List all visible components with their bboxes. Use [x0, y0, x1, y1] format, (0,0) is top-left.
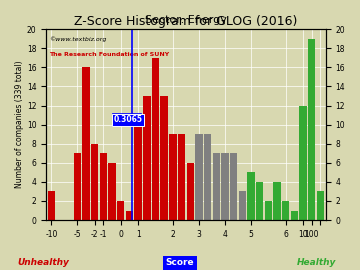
- Bar: [273, 182, 281, 220]
- Bar: [230, 153, 237, 220]
- Bar: [74, 153, 81, 220]
- Bar: [204, 134, 211, 220]
- Bar: [300, 106, 307, 220]
- Text: Score: Score: [166, 258, 194, 267]
- Bar: [48, 191, 55, 220]
- Bar: [239, 191, 246, 220]
- Title: Z-Score Histogram for GLOG (2016): Z-Score Histogram for GLOG (2016): [74, 15, 298, 28]
- Text: The Research Foundation of SUNY: The Research Foundation of SUNY: [49, 52, 169, 57]
- Bar: [143, 96, 150, 220]
- Bar: [152, 58, 159, 220]
- Bar: [317, 191, 324, 220]
- Bar: [265, 201, 272, 220]
- Bar: [256, 182, 264, 220]
- Bar: [126, 211, 133, 220]
- Bar: [195, 134, 203, 220]
- Text: Sector: Energy: Sector: Energy: [145, 15, 227, 25]
- Bar: [117, 201, 125, 220]
- Bar: [308, 39, 315, 220]
- Bar: [291, 211, 298, 220]
- Text: 0.3065: 0.3065: [114, 115, 143, 124]
- Bar: [247, 172, 255, 220]
- Bar: [108, 163, 116, 220]
- Bar: [91, 144, 98, 220]
- Bar: [100, 153, 107, 220]
- Bar: [169, 134, 176, 220]
- Bar: [186, 163, 194, 220]
- Y-axis label: Number of companies (339 total): Number of companies (339 total): [15, 61, 24, 188]
- Bar: [134, 115, 142, 220]
- Bar: [178, 134, 185, 220]
- Text: Unhealthy: Unhealthy: [17, 258, 69, 267]
- Bar: [161, 96, 168, 220]
- Bar: [213, 153, 220, 220]
- Text: ©www.textbiz.org: ©www.textbiz.org: [49, 37, 106, 42]
- Bar: [282, 201, 289, 220]
- Bar: [82, 67, 90, 220]
- Text: Healthy: Healthy: [297, 258, 337, 267]
- Bar: [221, 153, 229, 220]
